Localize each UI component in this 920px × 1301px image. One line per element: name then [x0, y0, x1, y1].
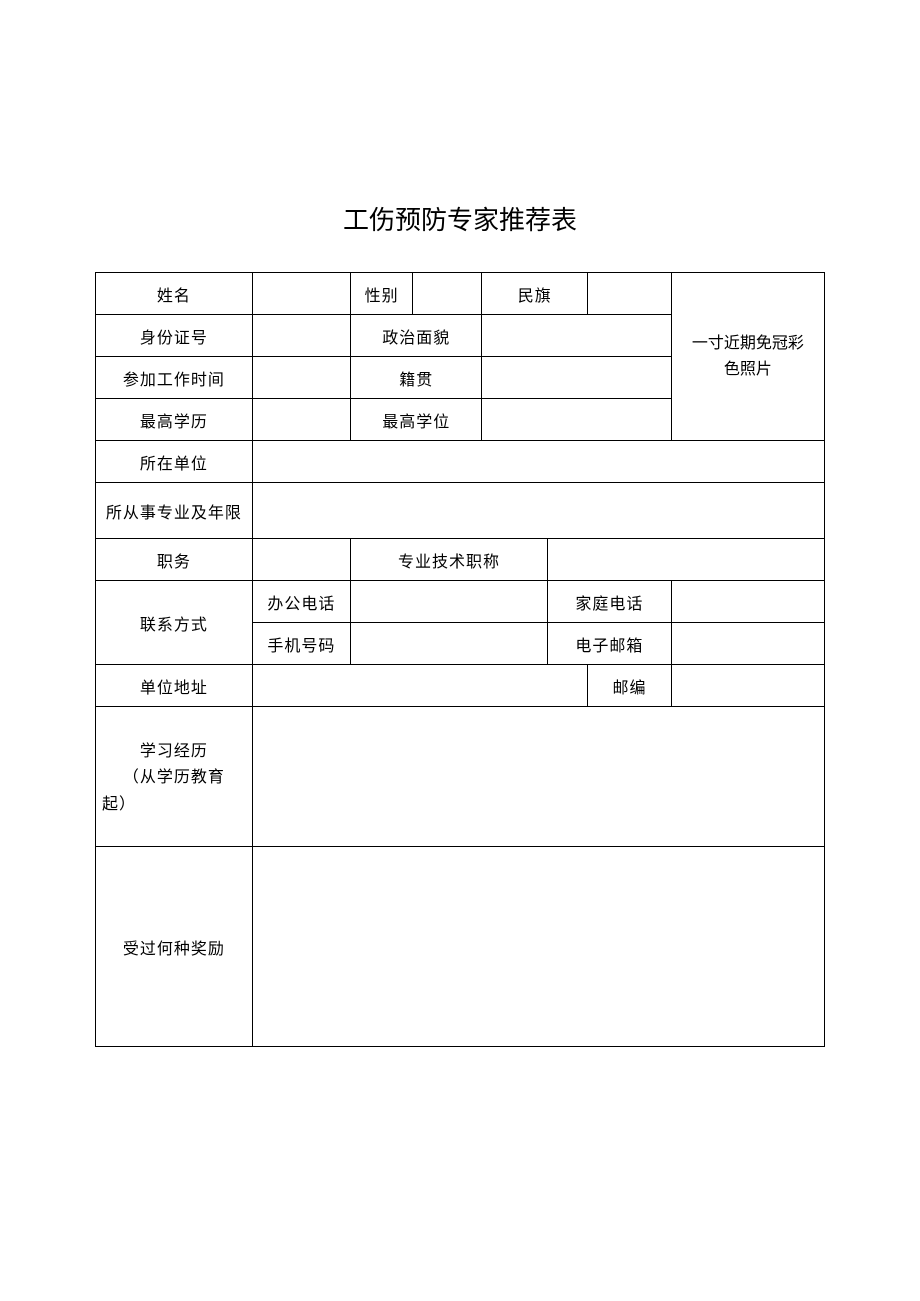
value-tech-title	[547, 539, 824, 581]
label-name: 姓名	[96, 273, 253, 315]
value-education-history	[252, 707, 824, 847]
label-mobile: 手机号码	[252, 623, 350, 665]
label-political-status: 政治面貌	[351, 315, 482, 357]
expert-form-table: 姓名 性别 民旗 一寸近期免冠彩 色照片 身份证号 政治面貌 参加工作时间 籍贯…	[95, 272, 825, 1047]
label-home-phone: 家庭电话	[547, 581, 671, 623]
value-gender	[413, 273, 482, 315]
label-office-phone: 办公电话	[252, 581, 350, 623]
value-profession-years	[252, 483, 824, 539]
value-office-phone	[351, 581, 548, 623]
value-name	[252, 273, 350, 315]
value-position	[252, 539, 350, 581]
label-highest-degree: 最高学位	[351, 399, 482, 441]
label-work-unit: 所在单位	[96, 441, 253, 483]
value-id-number	[252, 315, 350, 357]
label-tech-title: 专业技术职称	[351, 539, 548, 581]
value-email	[671, 623, 824, 665]
label-position: 职务	[96, 539, 253, 581]
value-highest-education	[252, 399, 350, 441]
label-native-place: 籍贯	[351, 357, 482, 399]
photo-line1: 一寸近期免冠彩	[692, 335, 804, 352]
label-education-history: 学习经历 （从学历教育 起）	[96, 707, 253, 847]
photo-line2: 色照片	[724, 361, 772, 378]
value-political-status	[482, 315, 672, 357]
value-awards	[252, 847, 824, 1047]
label-highest-education: 最高学历	[96, 399, 253, 441]
label-postcode: 邮编	[588, 665, 672, 707]
label-awards: 受过何种奖励	[96, 847, 253, 1047]
label-profession-years: 所从事专业及年限	[96, 483, 253, 539]
label-gender: 性别	[351, 273, 413, 315]
value-work-unit	[252, 441, 824, 483]
label-email: 电子邮箱	[547, 623, 671, 665]
label-work-start: 参加工作时间	[96, 357, 253, 399]
label-ethnicity: 民旗	[482, 273, 588, 315]
form-title: 工伤预防专家推荐表	[95, 200, 825, 237]
value-ethnicity	[588, 273, 672, 315]
edu-line3: 起）	[102, 796, 136, 813]
value-work-start	[252, 357, 350, 399]
label-unit-address: 单位地址	[96, 665, 253, 707]
value-mobile	[351, 623, 548, 665]
value-postcode	[671, 665, 824, 707]
label-id-number: 身份证号	[96, 315, 253, 357]
edu-line1: 学习经历	[140, 743, 208, 760]
value-native-place	[482, 357, 672, 399]
value-highest-degree	[482, 399, 672, 441]
edu-line2: （从学历教育	[123, 769, 225, 786]
photo-placeholder: 一寸近期免冠彩 色照片	[671, 273, 824, 441]
label-contact: 联系方式	[96, 581, 253, 665]
value-home-phone	[671, 581, 824, 623]
value-unit-address	[252, 665, 587, 707]
